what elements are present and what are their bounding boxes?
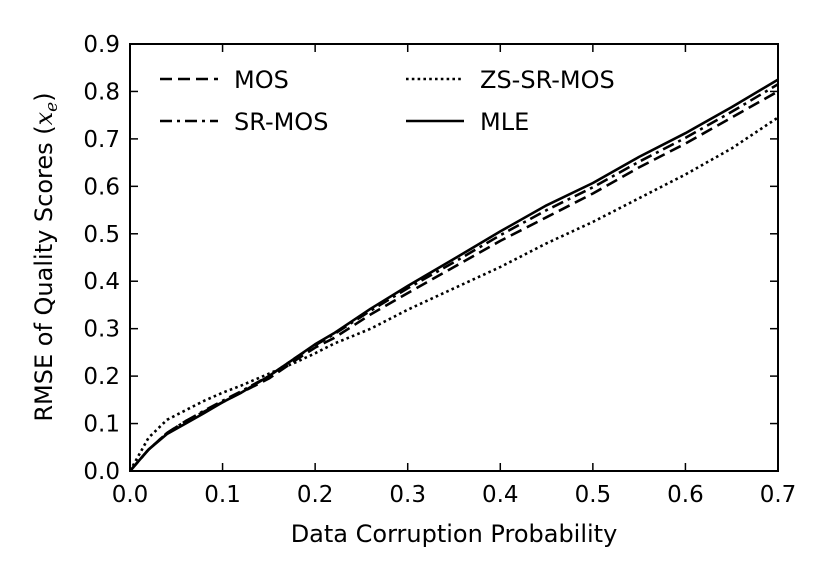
series-line-mos	[129, 90, 779, 472]
y-axis-label-variable: x	[30, 111, 58, 125]
y-tick-label: 0.4	[83, 269, 120, 295]
y-axis-ticks: 0.0 0.1 0.2 0.3 0.4 0.5 0.6 0.7 0.8 0.9	[83, 32, 778, 485]
y-axis-label-text: RMSE of Quality Scores (	[30, 125, 58, 421]
y-tick-label: 0.9	[83, 32, 120, 58]
y-tick-label: 0.3	[83, 317, 120, 343]
y-tick-label: 0.0	[83, 459, 120, 485]
x-axis-label: Data Corruption Probability	[291, 520, 618, 548]
y-tick-label: 0.6	[83, 174, 120, 200]
x-tick-label: 0.1	[204, 482, 241, 508]
y-tick-label: 0.8	[83, 79, 120, 105]
legend: MOS SR-MOS ZS-SR-MOS MLE	[160, 66, 615, 136]
y-tick-label: 0.5	[83, 222, 120, 248]
series-line-sr-mos	[129, 83, 779, 472]
x-tick-label: 0.0	[112, 482, 149, 508]
y-axis-label: RMSE of Quality Scores (xe)	[30, 92, 62, 421]
legend-label-zs-sr-mos: ZS-SR-MOS	[480, 66, 615, 94]
x-tick-label: 0.3	[389, 482, 426, 508]
y-tick-label: 0.2	[83, 364, 120, 390]
series-layer	[128, 78, 779, 472]
y-axis-label-subscript: e	[42, 102, 62, 112]
y-tick-label: 0.7	[83, 127, 120, 153]
y-axis-label-close: )	[30, 92, 58, 101]
legend-label-mle: MLE	[480, 108, 529, 136]
x-tick-label: 0.4	[482, 482, 519, 508]
legend-label-mos: MOS	[234, 66, 289, 94]
x-tick-label: 0.6	[667, 482, 704, 508]
series-line-mle	[129, 78, 779, 472]
legend-label-sr-mos: SR-MOS	[234, 108, 328, 136]
x-axis-ticks: 0.0 0.1 0.2 0.3 0.4 0.5 0.6 0.7	[112, 44, 797, 508]
x-tick-label: 0.5	[575, 482, 612, 508]
x-tick-label: 0.7	[760, 482, 797, 508]
x-tick-label: 0.2	[297, 482, 334, 508]
y-tick-label: 0.1	[83, 412, 120, 438]
plot-frame	[129, 43, 779, 472]
series-line-zs-sr-mos	[128, 116, 779, 472]
